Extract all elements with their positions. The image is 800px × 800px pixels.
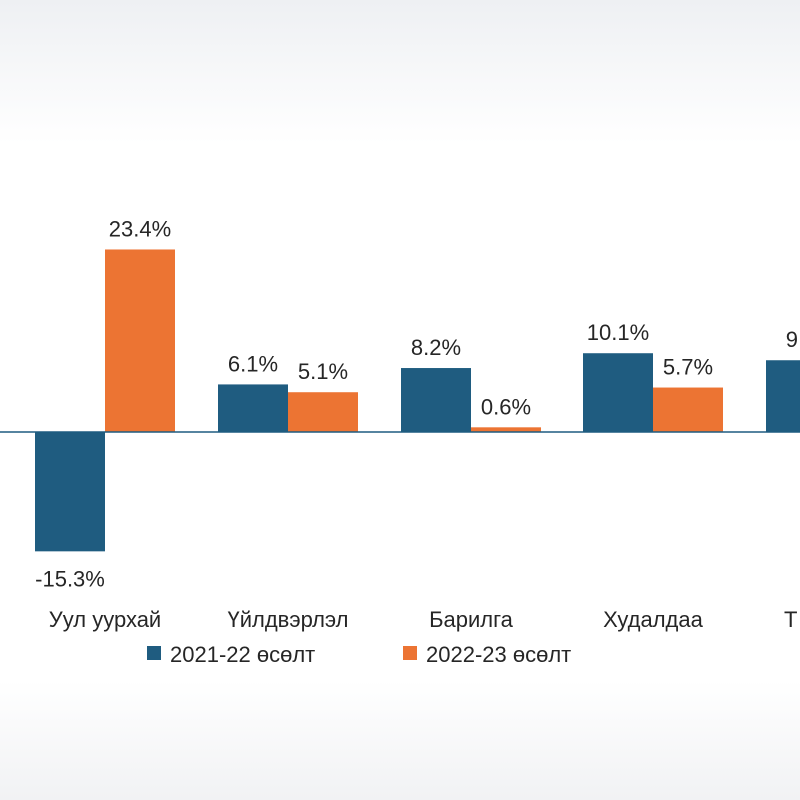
bars-layer — [35, 249, 800, 552]
legend-label-2022-23: 2022-23 өсөлт — [426, 642, 571, 667]
data-label-2022-23-0: 23.4% — [109, 216, 171, 241]
bar-2022-23-1 — [288, 392, 358, 432]
category-label-0: Уул уурхай — [49, 607, 161, 632]
data-label-2022-23-3: 5.7% — [663, 355, 713, 380]
data-labels-layer: -15.3% 6.1% 8.2% 10.1% 9.2 23.4% 5.1% 0.6% 5.7% — [35, 216, 800, 591]
data-label-2021-22-0: -15.3% — [35, 566, 105, 591]
data-label-2021-22-4: 9.2 — [786, 327, 800, 352]
data-label-2022-23-1: 5.1% — [298, 359, 348, 384]
data-label-2022-23-2: 0.6% — [481, 394, 531, 419]
bar-2021-22-4 — [766, 360, 800, 432]
category-labels-layer: Уул уурхай Үйлдвэрлэл Барилга Худалдаа Т — [49, 607, 798, 632]
bar-2021-22-2 — [401, 368, 471, 432]
bar-2022-23-3 — [653, 387, 723, 432]
data-label-2021-22-3: 10.1% — [587, 320, 649, 345]
bar-2021-22-1 — [218, 384, 288, 432]
bar-2021-22-3 — [583, 353, 653, 432]
legend-label-2021-22: 2021-22 өсөлт — [170, 642, 315, 667]
legend: 2021-22 өсөлт 2022-23 өсөлт — [147, 642, 571, 667]
bar-2022-23-0 — [105, 249, 175, 432]
legend-item-2021-22: 2021-22 өсөлт — [147, 642, 315, 667]
category-label-1: Үйлдвэрлэл — [227, 607, 348, 632]
legend-swatch-2021-22 — [147, 646, 161, 660]
legend-item-2022-23: 2022-23 өсөлт — [403, 642, 571, 667]
bar-2022-23-2 — [471, 427, 541, 432]
category-label-4: Т — [784, 607, 797, 632]
category-label-2: Барилга — [429, 607, 514, 632]
bar-2021-22-0 — [35, 432, 105, 552]
category-label-3: Худалдаа — [603, 607, 703, 632]
data-label-2021-22-1: 6.1% — [228, 351, 278, 376]
legend-swatch-2022-23 — [403, 646, 417, 660]
data-label-2021-22-2: 8.2% — [411, 335, 461, 360]
